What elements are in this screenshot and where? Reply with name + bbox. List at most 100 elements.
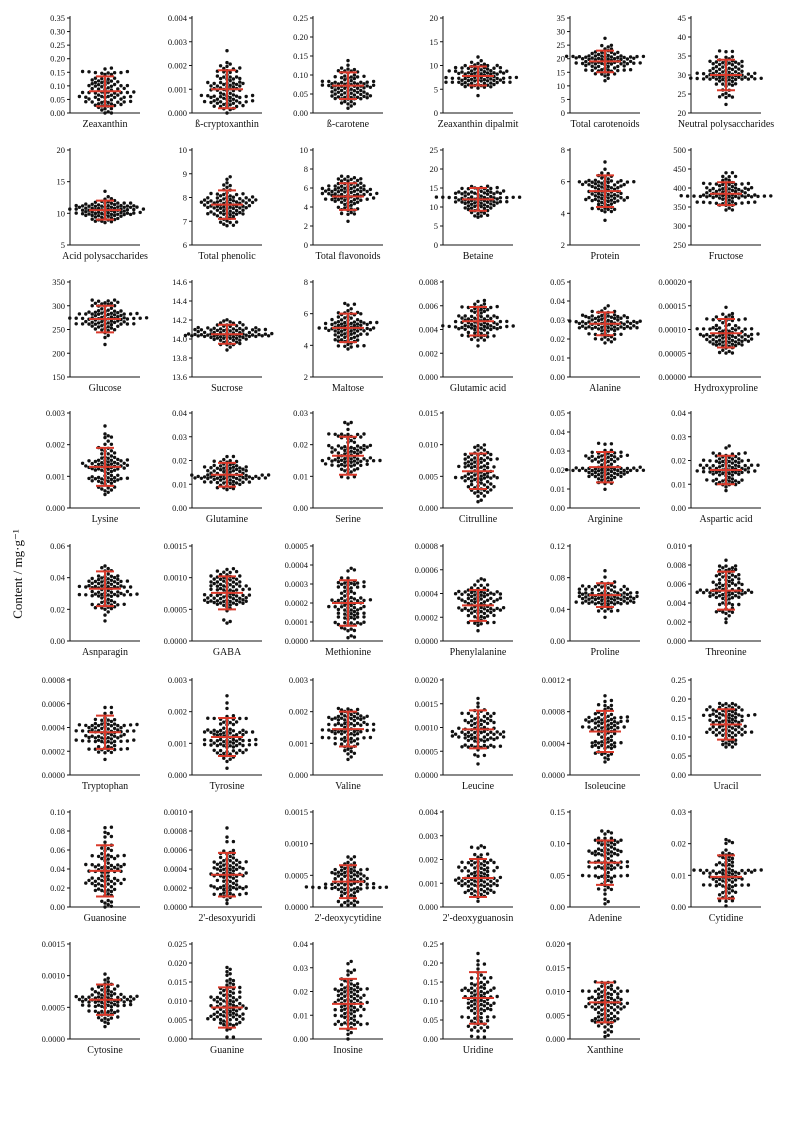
- y-tick-label: 0.02: [50, 883, 65, 893]
- data-point: [116, 478, 120, 482]
- data-point: [616, 314, 620, 319]
- data-point: [479, 204, 483, 209]
- data-point: [740, 59, 744, 64]
- y-tick-label: 0.15: [423, 977, 438, 987]
- data-point: [469, 882, 474, 886]
- data-point: [106, 1018, 110, 1022]
- data-point: [727, 724, 731, 729]
- data-point: [323, 326, 328, 330]
- data-point: [737, 341, 741, 346]
- data-point: [606, 706, 610, 710]
- y-tick-label: 0.001: [168, 84, 187, 94]
- data-point: [705, 588, 709, 592]
- data-point: [352, 877, 357, 881]
- data-point: [225, 621, 229, 625]
- y-tick-label: 300: [673, 221, 686, 231]
- data-point: [606, 874, 610, 879]
- data-point: [352, 446, 357, 451]
- data-point: [103, 705, 107, 710]
- data-point: [625, 62, 630, 66]
- data-point: [355, 874, 360, 878]
- data-point: [721, 566, 725, 570]
- y-tick-label: 40: [678, 32, 687, 42]
- y-tick-label: 0.05: [550, 870, 565, 880]
- data-point: [352, 609, 357, 614]
- data-point: [603, 760, 607, 764]
- data-point: [450, 729, 455, 734]
- data-point: [250, 93, 255, 98]
- data-point: [228, 1013, 232, 1017]
- data-point: [87, 310, 91, 314]
- data-point: [250, 333, 255, 337]
- data-point: [463, 600, 467, 604]
- data-point: [231, 1000, 236, 1004]
- data-point: [119, 203, 123, 208]
- data-point: [616, 50, 620, 55]
- data-point: [222, 891, 226, 895]
- data-point: [482, 211, 487, 215]
- data-point: [84, 213, 88, 218]
- data-point: [625, 320, 630, 324]
- data-point: [596, 315, 601, 319]
- data-point: [87, 735, 91, 740]
- data-point: [733, 719, 738, 723]
- data-point: [222, 209, 226, 213]
- data-point: [349, 586, 353, 590]
- data-point: [577, 587, 582, 591]
- data-point: [355, 461, 360, 465]
- data-point: [717, 95, 722, 99]
- data-point: [355, 448, 360, 452]
- data-point: [359, 92, 363, 97]
- data-point: [717, 720, 722, 725]
- data-point: [489, 194, 493, 199]
- data-point: [721, 65, 725, 69]
- data-point: [346, 476, 350, 480]
- data-point: [593, 66, 598, 70]
- data-point: [730, 461, 735, 465]
- data-point: [96, 309, 101, 313]
- panel-title: Glutamic acid: [450, 383, 506, 394]
- y-tick-label: 0.03: [550, 446, 565, 456]
- data-point: [247, 738, 252, 743]
- y-tick-label: 0.0001: [285, 617, 308, 627]
- data-point: [93, 579, 98, 584]
- data-point: [215, 476, 220, 480]
- data-point: [473, 79, 477, 83]
- data-point: [119, 739, 123, 743]
- data-point: [225, 898, 229, 902]
- y-tick-label: 14.2: [172, 315, 187, 325]
- data-point: [100, 596, 104, 600]
- data-point: [485, 213, 490, 217]
- y-tick-label: 4: [304, 202, 309, 212]
- data-point: [228, 578, 232, 582]
- y-tick-label: 45: [678, 13, 687, 23]
- data-point: [593, 337, 598, 341]
- data-point: [606, 856, 610, 861]
- data-point: [632, 596, 636, 601]
- data-point: [476, 1029, 480, 1033]
- data-point: [603, 210, 607, 214]
- data-point: [106, 853, 110, 857]
- data-point: [349, 79, 353, 83]
- data-point: [689, 76, 693, 80]
- data-point: [238, 737, 242, 741]
- panel-title: Zeaxanthin dipalmit: [438, 119, 519, 130]
- data-point: [212, 732, 216, 736]
- data-point: [359, 596, 363, 600]
- data-point: [116, 1015, 120, 1019]
- data-point: [362, 94, 366, 99]
- data-point: [714, 709, 719, 713]
- data-point: [721, 479, 725, 483]
- panel-title: Lysine: [92, 514, 119, 525]
- y-tick-label: 0.0000: [285, 902, 308, 912]
- data-point: [238, 1014, 242, 1019]
- data-point: [90, 479, 94, 483]
- data-point: [473, 621, 477, 625]
- y-tick-label: 0.00: [550, 503, 565, 513]
- data-point: [222, 988, 226, 993]
- data-point: [241, 323, 245, 327]
- data-point: [705, 317, 709, 321]
- data-point: [238, 865, 242, 869]
- data-point: [701, 458, 706, 462]
